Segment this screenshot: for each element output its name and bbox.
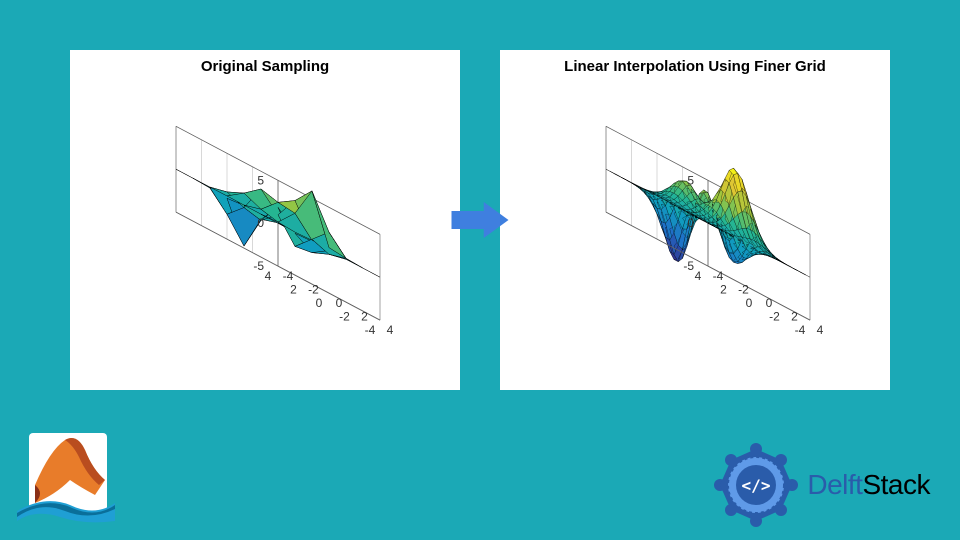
svg-text:0: 0: [687, 216, 694, 230]
svg-text:4: 4: [695, 269, 702, 283]
svg-text:</>: </>: [742, 476, 771, 495]
svg-text:0: 0: [766, 296, 773, 310]
delftstack-logo: </> DelftStack: [711, 440, 930, 530]
svg-text:0: 0: [746, 296, 753, 310]
svg-text:-4: -4: [713, 269, 724, 283]
stack-word: Stack: [862, 469, 930, 500]
arrow-icon: [450, 190, 510, 250]
svg-text:-4: -4: [795, 323, 806, 337]
delftstack-badge-icon: </>: [711, 440, 801, 530]
svg-text:0: 0: [336, 296, 343, 310]
svg-text:4: 4: [265, 269, 272, 283]
svg-text:2: 2: [791, 310, 798, 324]
logo-row: </> DelftStack: [0, 425, 960, 530]
left-chart-title: Original Sampling: [70, 58, 460, 75]
svg-text:-4: -4: [283, 269, 294, 283]
transform-arrow: [450, 190, 510, 250]
svg-text:2: 2: [361, 310, 368, 324]
svg-text:0: 0: [316, 296, 323, 310]
delftstack-text: DelftStack: [807, 469, 930, 501]
delft-word: Delft: [807, 469, 862, 500]
svg-text:2: 2: [290, 283, 297, 297]
svg-text:-5: -5: [683, 259, 694, 273]
svg-text:-4: -4: [365, 323, 376, 337]
svg-text:-2: -2: [769, 310, 780, 324]
svg-text:-2: -2: [339, 310, 350, 324]
svg-text:0: 0: [257, 216, 264, 230]
svg-text:-2: -2: [738, 283, 749, 297]
matlab-logo: [15, 425, 125, 530]
left-axes: -505-4-2024-4-2024: [118, 84, 438, 374]
svg-text:2: 2: [720, 283, 727, 297]
right-axes: -505-4-2024-4-2024: [548, 84, 868, 374]
svg-text:5: 5: [687, 173, 694, 187]
right-chart-title: Linear Interpolation Using Finer Grid: [500, 58, 890, 75]
right-chart-panel: Linear Interpolation Using Finer Grid -5…: [500, 50, 890, 390]
left-chart-panel: Original Sampling -505-4-2024-4-2024: [70, 50, 460, 390]
svg-text:5: 5: [257, 173, 264, 187]
chart-panels: Original Sampling -505-4-2024-4-2024 Lin…: [70, 50, 890, 390]
svg-text:4: 4: [817, 323, 824, 337]
svg-text:4: 4: [387, 323, 394, 337]
svg-text:-5: -5: [253, 259, 264, 273]
svg-text:-2: -2: [308, 283, 319, 297]
